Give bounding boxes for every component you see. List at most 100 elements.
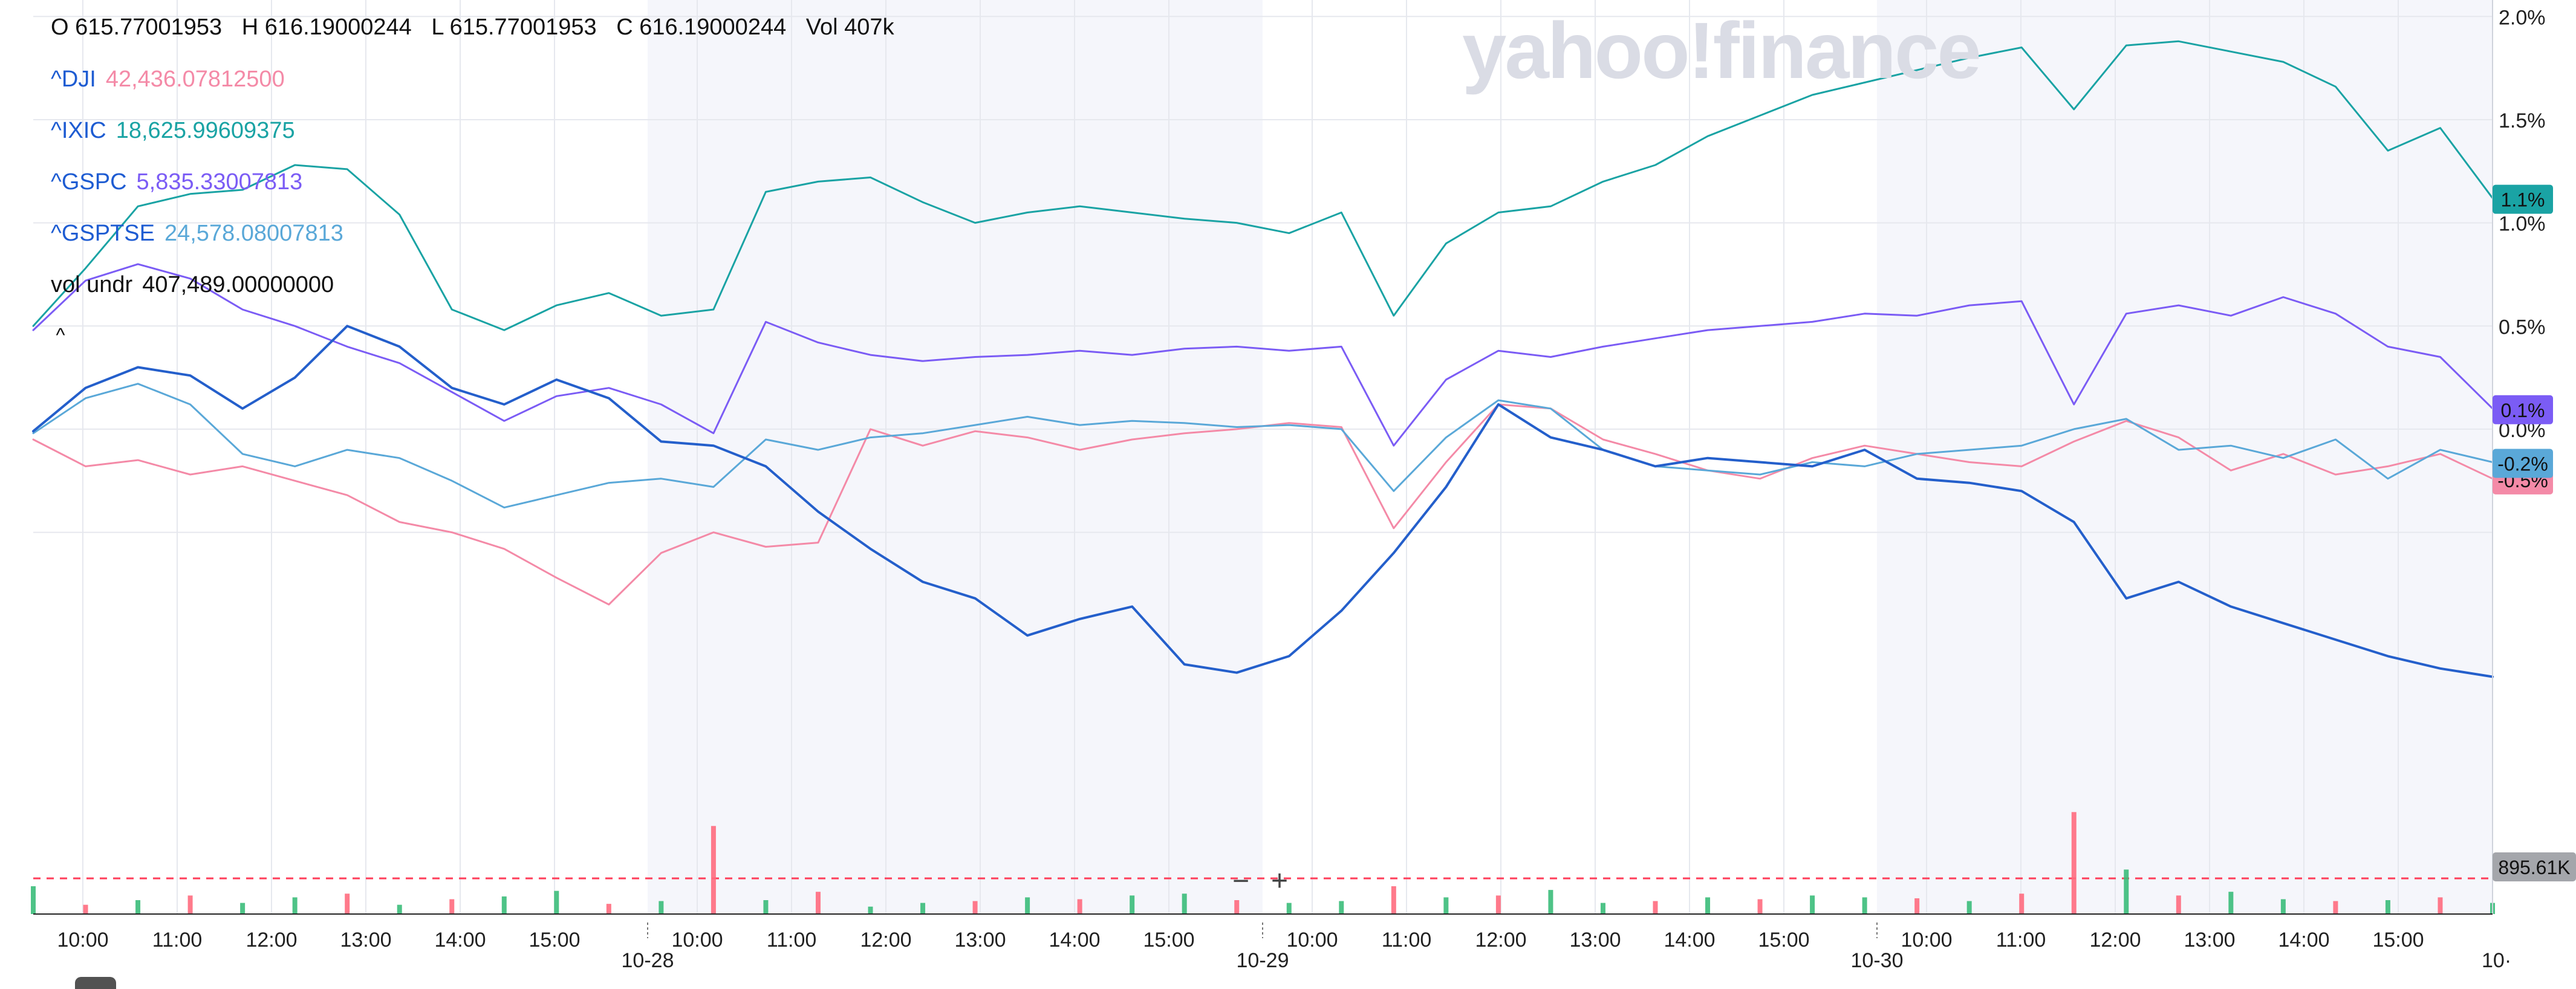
volume-bar [449,899,455,914]
volume-bar [1966,901,1972,914]
x-time-label: 10:00 [57,929,108,952]
volume-bar [1495,895,1501,914]
volume-bar [659,901,664,914]
legend-value: 42,436.07812500 [105,66,285,92]
value-badge-label: 0.1% [2501,400,2545,421]
volume-bar [2019,893,2025,914]
volume-bar [2176,895,2181,914]
volume-bar [2228,892,2234,914]
volume-bar [135,900,141,914]
legend-row-0[interactable]: ^DJI 42,436.07812500 [51,68,292,91]
volume-bar [554,890,559,914]
y-tick-label: 0.5% [2499,316,2546,339]
last-value-badges: -0.5%1.1%0.1%-0.2%895.61K [2493,184,2576,881]
grid-lines [33,0,2493,914]
x-time-label: 15:00 [1143,929,1194,952]
volume-bar [397,904,402,914]
volume-bar [868,906,873,914]
legend-value: 5,835.33007813 [136,169,303,195]
volume-bar [1443,897,1449,914]
y-tick-label: 1.5% [2499,109,2546,132]
legend-symbol[interactable]: ^GSPTSE [51,221,155,246]
x-time-label: 15:00 [529,929,580,952]
legend-symbol[interactable]: vol undr [51,272,133,297]
x-time-label: 13:00 [954,929,1006,952]
volume-bar [1600,903,1605,914]
volume-bar [763,900,769,914]
value-badge-ixic [2493,184,2553,214]
value-badge-label: 1.1% [2501,189,2545,211]
x-time-label: 14:00 [434,929,486,952]
volume-bar [1286,903,1292,914]
volume-bar [1862,897,1867,914]
volume-bar [187,895,193,914]
value-badge-label: -0.2% [2497,453,2548,475]
high-value: H 616.19000244 [241,15,412,40]
series-line-gsptse[interactable] [32,383,2494,509]
series-line-ixic[interactable] [32,40,2494,331]
volume-bar [1130,895,1135,914]
legend-symbol[interactable]: ^IXIC [51,118,106,143]
value-badge-gsptse [2493,449,2553,478]
volume-bar [815,892,821,914]
volume-bar [2071,812,2077,914]
volume-value: Vol 407k [805,15,894,40]
x-time-label: 14:00 [1049,929,1100,952]
series-lines[interactable] [32,40,2494,678]
x-time-label: 10:00 [671,929,723,952]
x-time-label: 11:00 [767,929,817,952]
x-time-label: 12:00 [860,929,911,952]
collapse-legend-button[interactable]: ^ [56,324,65,346]
x-time-label: 12:00 [246,929,297,952]
volume-bar [1025,897,1030,914]
volume-bars [31,812,2495,914]
x-time-label: 11:00 [1996,929,2046,952]
low-value: L 615.77001953 [431,15,597,40]
zoom-in-button[interactable]: + [1270,865,1289,897]
bottom-tab-handle[interactable] [75,977,116,989]
volume-bar [1234,900,1240,914]
x-time-label: 14:00 [1664,929,1715,952]
legend-row-1[interactable]: ^IXIC 18,625.99609375 [51,119,302,142]
x-time-label: 11:00 [1382,929,1432,952]
yahoo-finance-watermark: yahoo!finance [1462,6,1982,95]
session-shades [648,0,2493,914]
value-badge-label: 895.61K [2498,857,2570,878]
series-line-underlying[interactable] [32,325,2494,678]
x-time-label: 15:00 [1758,929,1809,952]
y-tick-label: 2.0% [2499,6,2546,29]
volume-bar [2124,869,2129,914]
legend-value: 24,578.08007813 [164,221,343,246]
x-date-label: 10-30 [1851,949,1904,972]
volume-bar [1705,897,1711,914]
volume-bar [345,893,350,914]
legend-value: 407,489.00000000 [142,272,334,297]
x-time-label: 11:00 [152,929,203,952]
x-time-label: 14:00 [2278,929,2329,952]
volume-bar [711,826,716,914]
x-time-label: 12:00 [2089,929,2141,952]
legend-symbol[interactable]: ^DJI [51,66,96,92]
volume-bar [1182,893,1187,914]
volume-bar [920,903,926,914]
volume-bar [606,904,611,914]
legend-symbol[interactable]: ^GSPC [51,169,127,195]
volume-bar [1914,898,1920,914]
volume-bar [1391,886,1396,914]
legend-row-2[interactable]: ^GSPC 5,835.33007813 [51,170,310,193]
axes: 2.0%1.5%1.0%0.5%0.0%10:00 11:00 12:00 13:00… [33,0,2546,972]
volume-bar [1077,899,1082,914]
zoom-out-button[interactable]: − [1232,865,1250,897]
x-time-label: 13:00 [2184,929,2235,952]
legend-row-4[interactable]: vol undr 407,489.00000000 [51,273,341,296]
volume-bar [1339,901,1344,914]
series-line-gspc[interactable] [32,263,2494,447]
x-time-label: 15:00 [2372,929,2424,952]
volume-bar [1548,890,1553,914]
volume-bar [2385,900,2390,914]
volume-bar [31,886,36,914]
legend-row-3[interactable]: ^GSPTSE 24,578.08007813 [51,222,351,245]
y-tick-label: 1.0% [2499,213,2546,236]
